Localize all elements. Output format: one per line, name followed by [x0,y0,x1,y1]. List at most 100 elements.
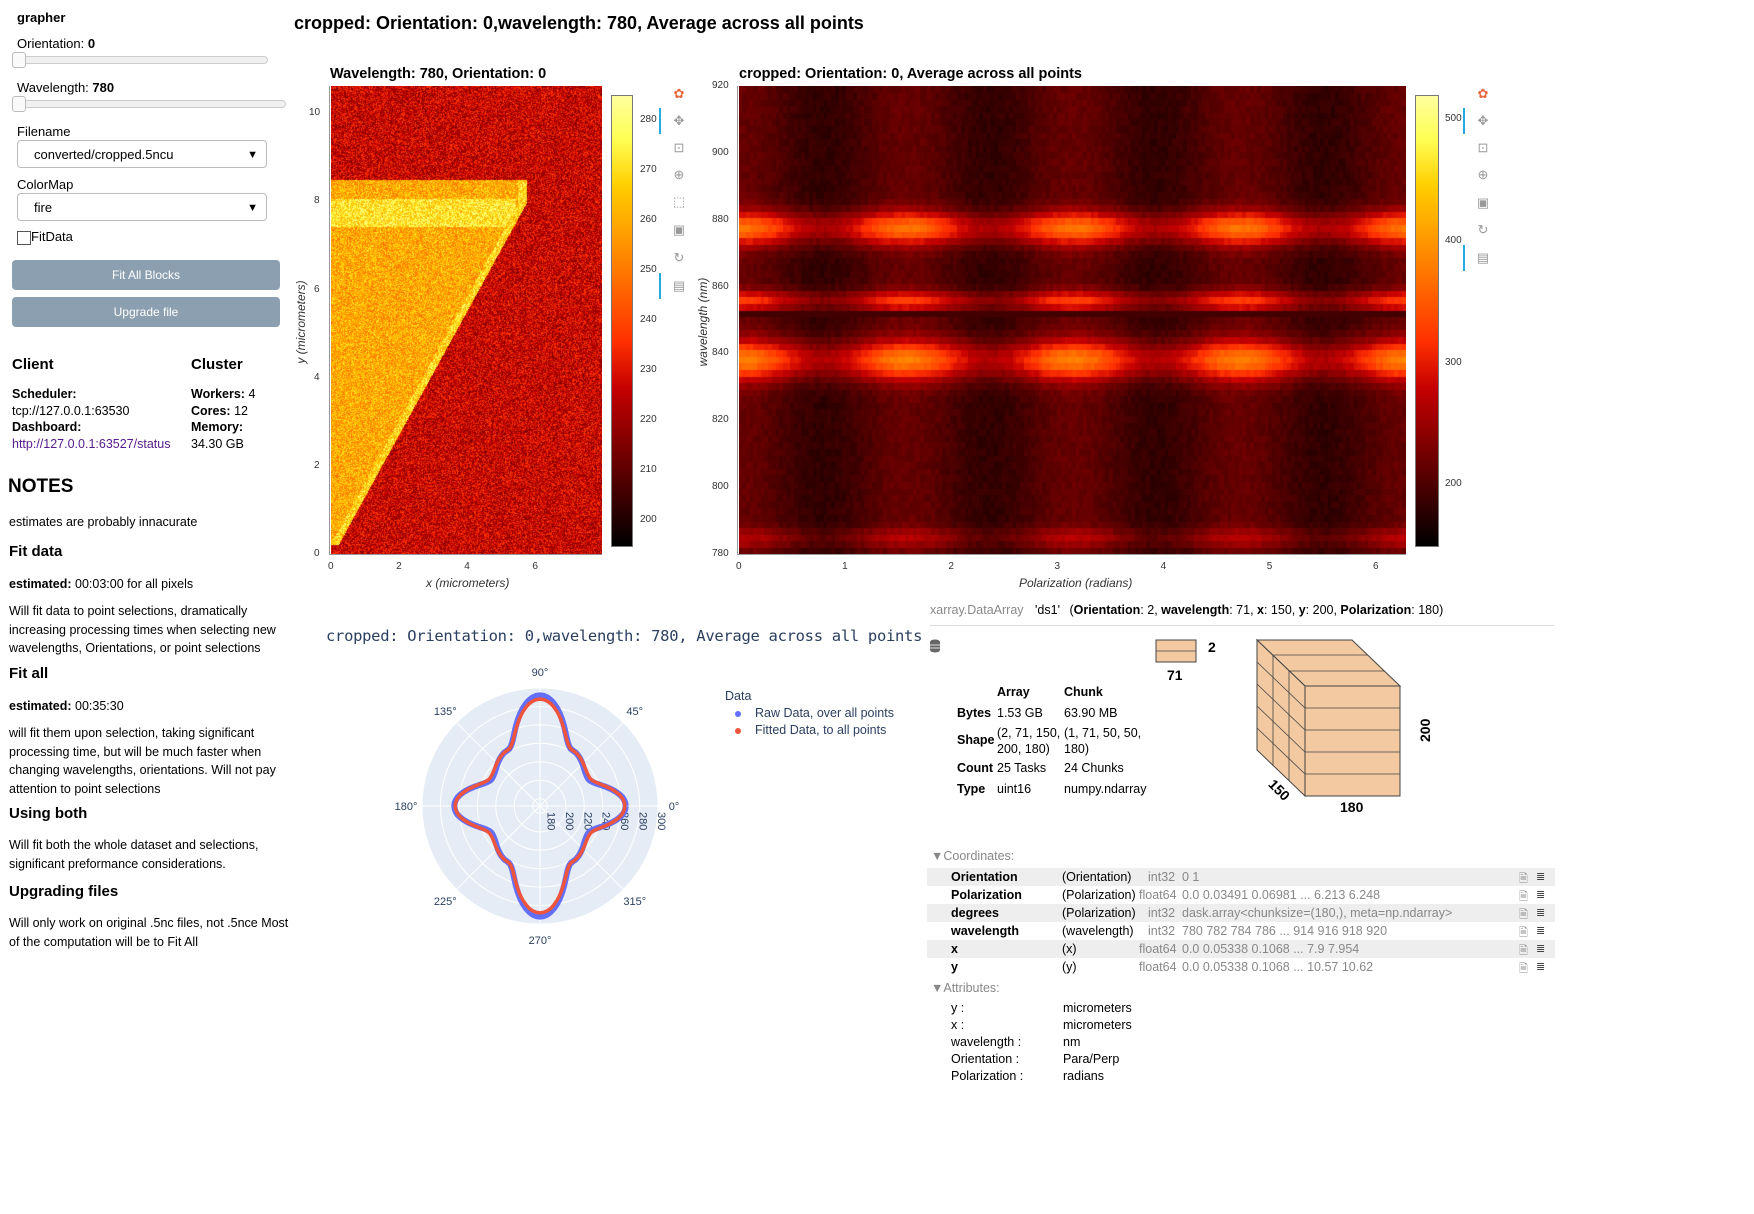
polarization-heatmap[interactable] [739,86,1406,554]
wavelength-slider-handle[interactable] [12,96,26,112]
hover-icon[interactable]: ▤ [1476,250,1490,265]
coord-name: wavelength [951,924,1020,938]
reset-icon[interactable]: ↻ [673,250,685,265]
attr-value: Para/Perp [1063,1052,1120,1066]
database-icon[interactable]: ≣ [1536,907,1546,919]
orientation-slider-handle[interactable] [12,52,26,68]
coord-dtype: int32 [1148,924,1176,938]
plot2-xtick: 5 [1266,561,1273,572]
polar-series-fit [453,697,627,915]
save-icon[interactable]: ▣ [1476,195,1490,210]
reset-icon[interactable]: ↻ [1477,222,1489,237]
dashboard-link[interactable]: http://127.0.0.1:63527/status [12,437,171,451]
box-select-icon[interactable]: ⬚ [672,194,686,209]
colormap-select[interactable]: fire ▼ [17,193,267,221]
upgrade-file-button[interactable]: Upgrade file [12,297,280,327]
plot1-cbar-tick: 220 [640,414,657,425]
coord-dtype: float64 [1139,960,1177,974]
filename-select[interactable]: converted/cropped.5ncu ▼ [17,140,267,168]
wavelength-value: 780 [92,80,115,95]
fit-all-est-value: 00:35:30 [75,699,124,713]
polar-radial-tick: 220 [581,812,593,830]
database-icon[interactable]: ≣ [1536,925,1546,937]
plot1-ytick: 10 [309,107,321,119]
database-icon[interactable] [929,639,941,653]
fit-data-est-value: 00:03:00 for all pixels [75,577,194,591]
coord-row-x: x (x) float64 0.0 0.05338 0.1068 ... 7.9 7.… [927,940,1555,958]
database-icon[interactable]: ≣ [1536,961,1546,973]
coord-name: degrees [951,906,999,920]
hover-icon[interactable]: ▤ [672,278,686,293]
plot2-ytick: 920 [712,80,729,91]
col-array-header: Array [997,685,1030,699]
legend-marker-raw [735,710,741,717]
fitdata-checkbox[interactable] [17,231,31,245]
upgrading-text: Will only work on original .5nc files, n… [9,916,289,949]
attr-value: micrometers [1063,1018,1132,1032]
file-icon[interactable]: 🗎 [1519,891,1528,903]
legend-item-raw[interactable]: Raw Data, over all points [735,706,894,720]
plot2-ytick: 860 [712,280,729,292]
workers-label: Workers: [191,387,245,401]
cube-label-small-side: 2 [1208,639,1216,655]
coord-dim: (Polarization) [1062,888,1136,902]
plot2-xtick: 4 [1160,561,1167,572]
box-zoom-icon[interactable]: ⊡ [1477,140,1489,155]
database-icon[interactable]: ≣ [1536,943,1546,955]
wheel-zoom-icon[interactable]: ⊕ [1477,167,1489,182]
coordinates-toggle[interactable]: ▼Coordinates: [931,849,1015,863]
plot2-xtick: 3 [1054,561,1061,572]
file-icon[interactable]: 🗎 [1519,945,1528,957]
plot1-cbar-tick: 250 [640,264,657,275]
plot1-cbar-tick: 210 [640,464,657,475]
workers-value: 4 [248,387,256,401]
workers-row: Workers: 4 [191,387,255,401]
fit-data-estimate: estimated: 00:03:00 for all pixels [9,575,299,594]
row-count-array: 25 Tasks [997,761,1047,775]
save-icon[interactable]: ▣ [672,222,686,237]
coord-dtype: int32 [1148,870,1176,884]
legend-marker-fit [735,727,741,734]
orientation-slider[interactable] [16,56,268,64]
plot1-xtick: 0 [328,561,334,572]
xarray-header: xarray.DataArray 'ds1' (Orientation: 2, … [930,603,1443,617]
coord-name: y [951,960,958,974]
box-zoom-icon[interactable]: ⊡ [673,140,685,155]
polar-angle-tick: 315° [623,896,646,908]
spatial-heatmap[interactable] [331,86,602,554]
fitdata-label: FitData [31,229,73,244]
plot2-xtick: 6 [1372,561,1379,572]
file-icon[interactable]: 🗎 [1519,927,1528,939]
orientation-label-text: Orientation: [17,36,85,51]
file-icon[interactable]: 🗎 [1519,963,1528,975]
wheel-zoom-icon[interactable]: ⊕ [673,167,685,182]
database-icon[interactable]: ≣ [1536,889,1546,901]
polar-radial-tick: 280 [637,812,649,830]
coord-dim: (y) [1062,960,1077,974]
attributes-toggle[interactable]: ▼Attributes: [931,981,1000,995]
row-shape-chunk: (1, 71, 50, 50, 180) [1064,726,1142,756]
bokeh-logo-icon[interactable]: ✿ [673,86,685,101]
pan-icon[interactable]: ✥ [673,113,685,128]
plot1-y-axis [329,86,330,555]
database-icon[interactable]: ≣ [1536,871,1546,883]
chevron-down-icon: ▼ [247,149,258,161]
wavelength-slider[interactable] [16,100,286,108]
coord-row-degrees: degrees (Polarization) int32 dask.array<chu… [927,904,1555,922]
pan-icon[interactable]: ✥ [1477,113,1489,128]
plot1-colorbar [611,95,633,547]
file-icon[interactable]: 🗎 [1519,873,1528,885]
xarray-name: 'ds1' [1035,603,1060,617]
using-both-heading: Using both [9,805,88,822]
bokeh-logo-icon[interactable]: ✿ [1477,86,1489,101]
notes-intro: estimates are probably innacurate [9,515,198,529]
polar-radial-tick: 300 [655,812,667,830]
plot1-cbar-tick: 200 [640,514,657,525]
polar-plot[interactable]: 180 200 220 240 260 280 30090°45°0°315°270°225… [360,660,720,960]
legend-item-fit[interactable]: Fitted Data, to all points [735,723,886,737]
polar-angle-tick: 270° [529,935,552,947]
fit-all-blocks-button[interactable]: Fit All Blocks [12,260,280,290]
file-icon[interactable]: 🗎 [1519,909,1528,921]
dashboard-label: Dashboard: [12,420,82,434]
plot2-ytick: 800 [712,481,729,493]
